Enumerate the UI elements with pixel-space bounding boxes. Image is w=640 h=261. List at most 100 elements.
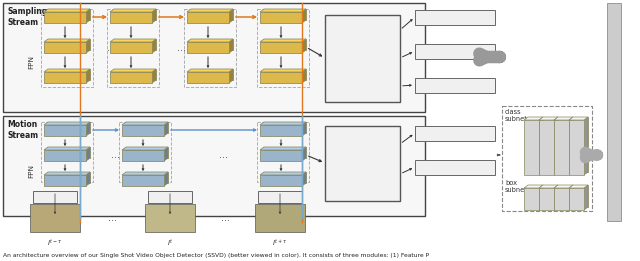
Polygon shape [260, 122, 306, 125]
Polygon shape [110, 9, 156, 12]
Bar [325, 15, 400, 102]
Bar [528, 185, 543, 207]
Bar [264, 172, 306, 183]
Bar [122, 175, 164, 186]
Bar [255, 204, 305, 232]
Bar [48, 172, 90, 183]
Bar [114, 39, 156, 50]
Text: ResNet: ResNet [43, 194, 67, 200]
Bar [184, 9, 236, 87]
Bar [260, 150, 302, 161]
Bar [44, 150, 86, 161]
Polygon shape [554, 185, 573, 188]
Bar [3, 3, 425, 112]
Bar [543, 185, 558, 207]
Bar [44, 175, 86, 186]
Polygon shape [152, 39, 156, 53]
Text: ResNet: ResNet [158, 194, 182, 200]
Text: FA with: FA with [349, 138, 376, 147]
Polygon shape [539, 185, 558, 188]
Polygon shape [44, 9, 90, 12]
Bar [44, 12, 86, 23]
Polygon shape [187, 9, 233, 12]
Bar [257, 9, 309, 87]
Polygon shape [122, 147, 168, 150]
Polygon shape [302, 9, 306, 23]
Polygon shape [86, 172, 90, 186]
Polygon shape [86, 39, 90, 53]
Polygon shape [260, 172, 306, 175]
Bar [114, 9, 156, 20]
Bar [48, 122, 90, 133]
Polygon shape [260, 69, 306, 72]
Bar [573, 117, 588, 172]
Bar [41, 122, 93, 182]
Bar [257, 122, 309, 182]
Text: Stream Combination: Stream Combination [611, 79, 617, 147]
Bar [110, 12, 152, 23]
Text: ...: ... [218, 150, 227, 160]
Text: W×H
×4A: W×H ×4A [559, 143, 568, 151]
Text: class/box subnets: class/box subnets [427, 15, 483, 20]
Text: calibration: calibration [339, 159, 385, 168]
Bar [191, 9, 233, 20]
Bar [264, 69, 306, 80]
Text: W×H
×256: W×H ×256 [528, 143, 538, 151]
Text: W×H
×4A: W×H ×4A [559, 195, 568, 203]
Bar [260, 42, 302, 53]
Text: $I^{t}$: $I^{t}$ [166, 237, 173, 248]
Text: Sampling
Stream: Sampling Stream [7, 7, 47, 27]
Bar [502, 106, 592, 211]
Text: class/box subnets: class/box subnets [427, 49, 483, 54]
Bar [122, 150, 164, 161]
Bar [415, 78, 495, 93]
Polygon shape [260, 9, 306, 12]
Bar [187, 12, 229, 23]
Text: sampling: sampling [343, 50, 382, 59]
Polygon shape [86, 9, 90, 23]
Bar [260, 125, 302, 136]
Polygon shape [164, 172, 168, 186]
Bar [126, 172, 168, 183]
Bar [41, 9, 93, 87]
Bar [114, 69, 156, 80]
Text: FPN: FPN [28, 164, 34, 178]
Polygon shape [554, 117, 558, 175]
Polygon shape [302, 122, 306, 136]
Bar [119, 122, 171, 182]
Bar [187, 72, 229, 83]
Bar [264, 147, 306, 158]
Text: W×H
×256: W×H ×256 [543, 143, 553, 151]
Bar [107, 9, 159, 87]
Bar [126, 147, 168, 158]
Bar [528, 117, 543, 172]
Polygon shape [554, 117, 573, 120]
Polygon shape [187, 39, 233, 42]
Text: ...: ... [108, 213, 117, 223]
Text: ...: ... [111, 150, 120, 160]
Bar [558, 185, 573, 207]
Polygon shape [554, 185, 558, 210]
Bar [260, 72, 302, 83]
Polygon shape [164, 147, 168, 161]
Bar [33, 191, 77, 203]
Polygon shape [110, 69, 156, 72]
Bar [258, 191, 302, 203]
Polygon shape [569, 185, 573, 210]
Polygon shape [302, 172, 306, 186]
Bar [524, 188, 539, 210]
Bar [554, 120, 569, 175]
Polygon shape [569, 117, 573, 175]
Bar [415, 10, 495, 25]
Bar [524, 120, 539, 175]
Text: FA with: FA with [349, 29, 376, 38]
Bar [48, 147, 90, 158]
Polygon shape [110, 39, 156, 42]
Bar [191, 69, 233, 80]
Polygon shape [539, 117, 543, 175]
Text: ...: ... [177, 43, 186, 53]
Polygon shape [260, 39, 306, 42]
Bar [3, 116, 425, 216]
Bar [415, 160, 495, 175]
Bar [543, 117, 558, 172]
